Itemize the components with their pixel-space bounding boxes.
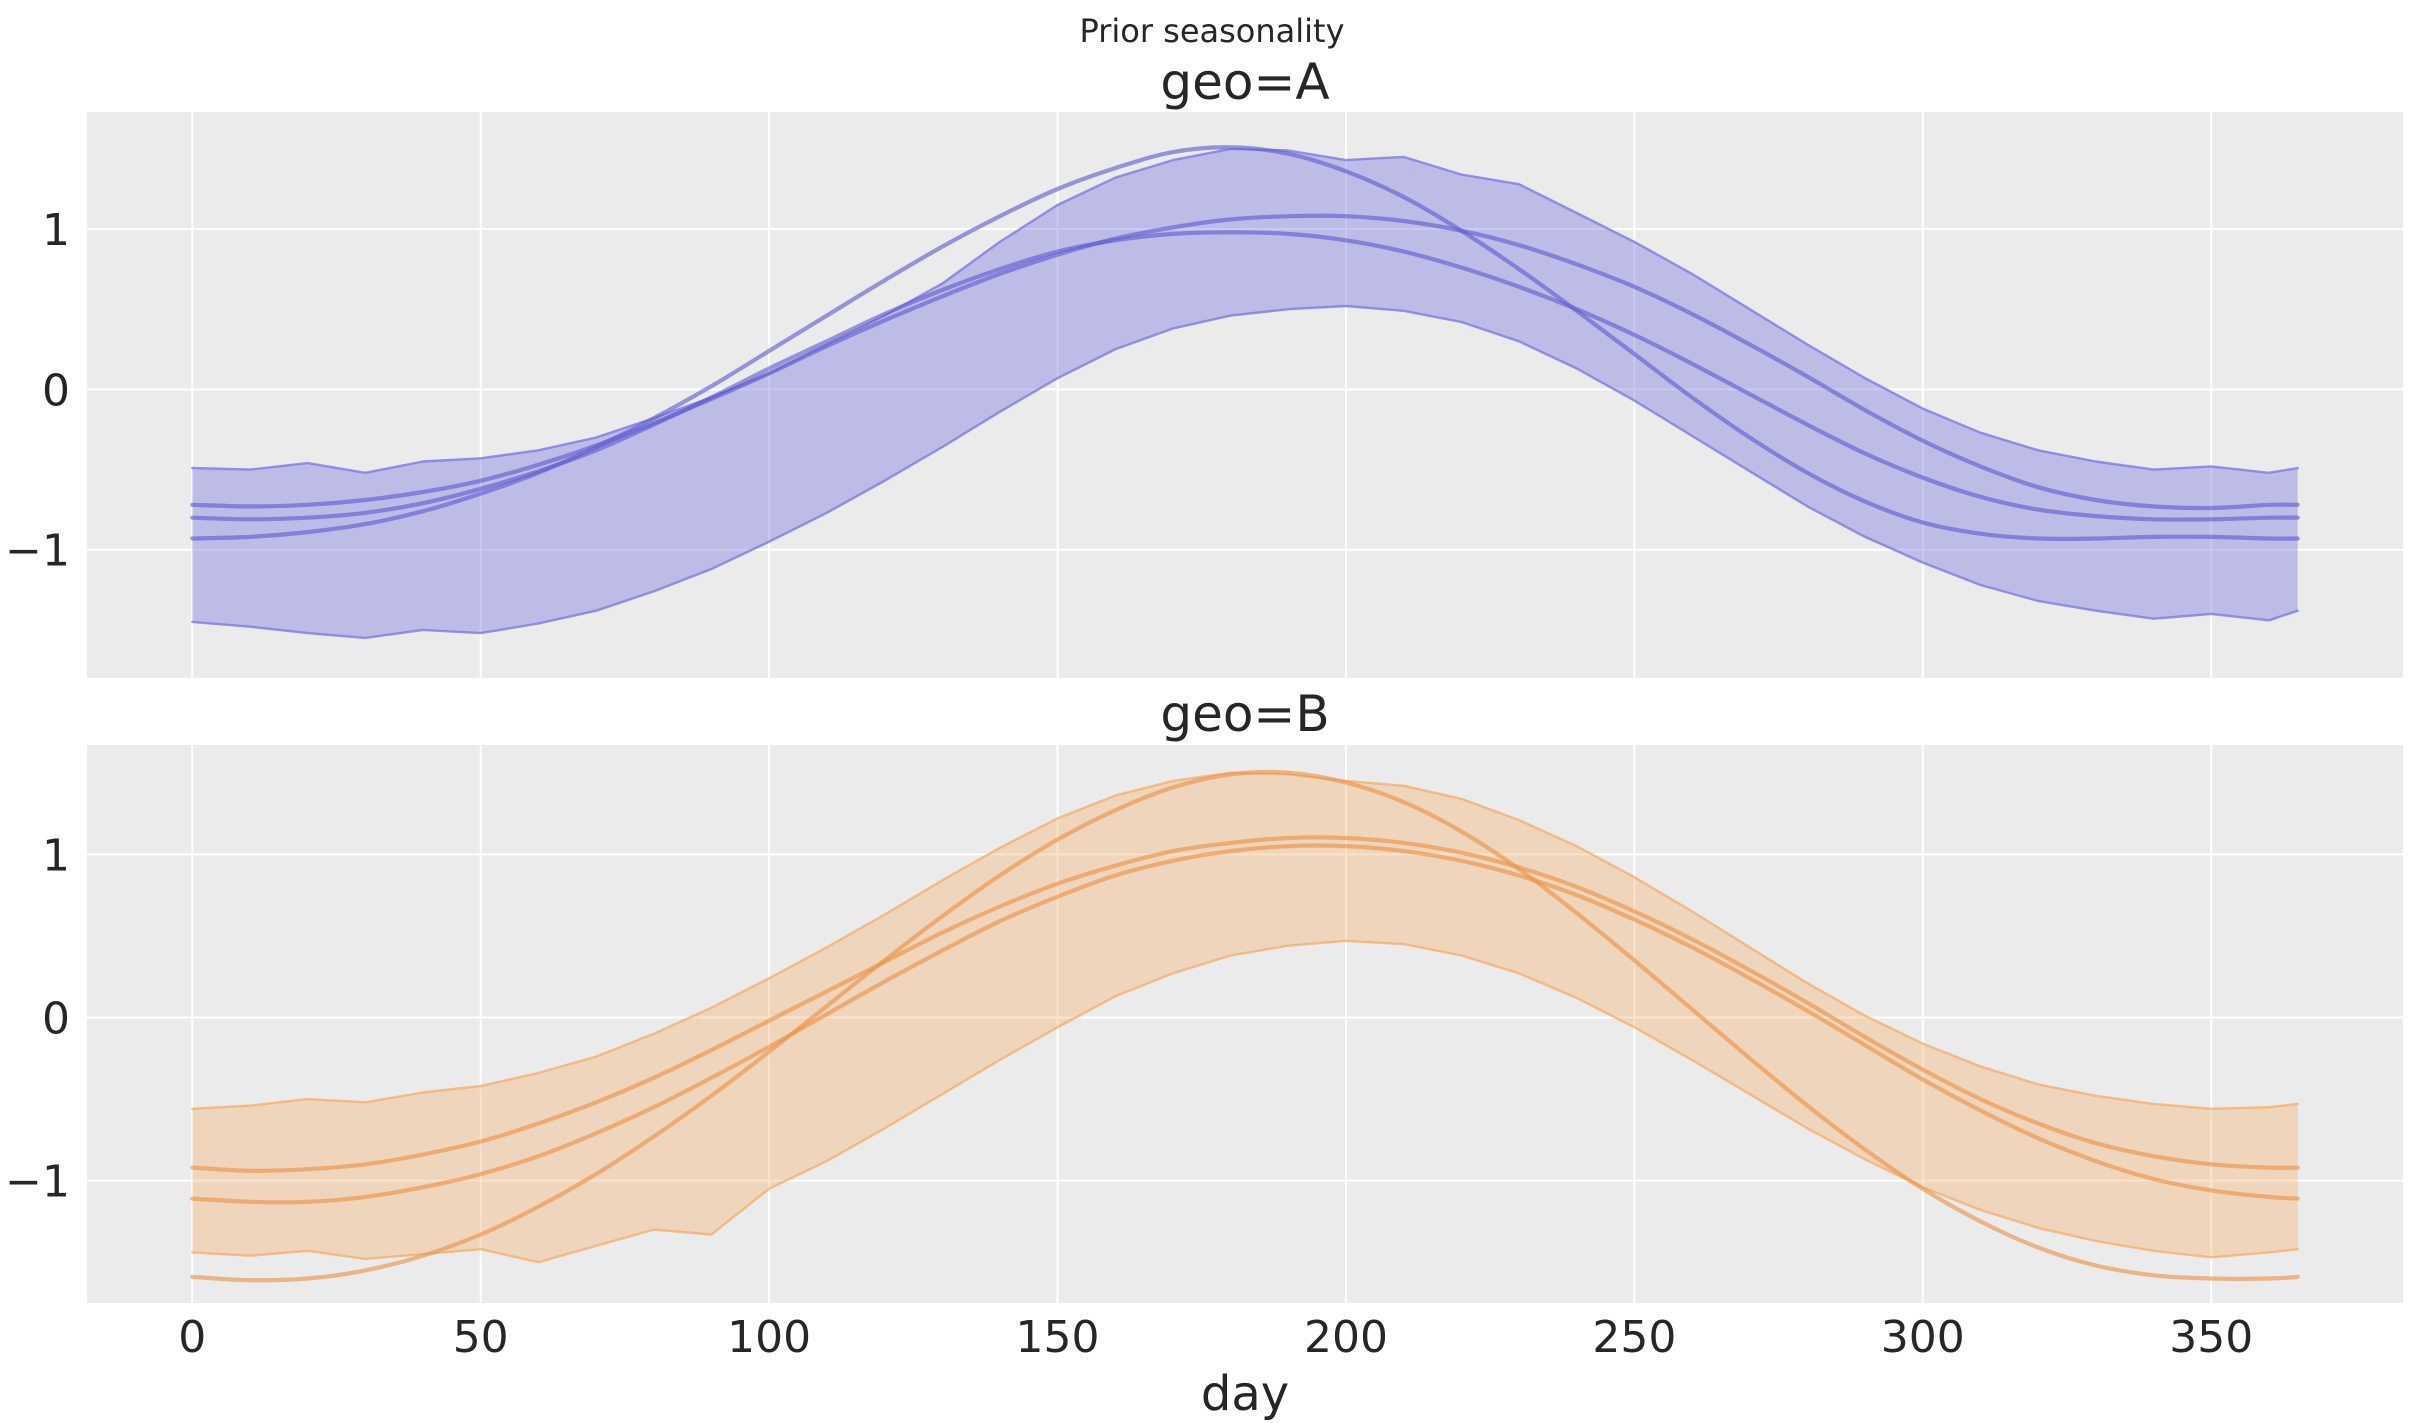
- subplot-a-title: geo=A: [1160, 53, 1329, 111]
- axis-tick-labels: 1 0 −1 1 0 −1 0 50 100 150 200 250 300 350: [5, 205, 2253, 1363]
- prior-credible-band-geo-b: [192, 772, 2298, 1263]
- figure-suptitle: Prior seasonality: [1079, 12, 1344, 50]
- x-tick-label: 350: [2169, 1312, 2253, 1363]
- band-lower-edge-geo-b: [191, 939, 2299, 1264]
- axes-background-geo-a: [87, 112, 2403, 678]
- x-tick-label: 150: [1016, 1312, 1100, 1363]
- x-tick-label: 300: [1881, 1312, 1965, 1363]
- x-tick-label: 0: [178, 1312, 206, 1363]
- x-axis-label: day: [1201, 1366, 1289, 1422]
- y-tick-label-geo-a: 0: [42, 365, 70, 416]
- y-tick-label-geo-a: 1: [42, 205, 70, 256]
- y-tick-label-geo-b: 1: [42, 830, 70, 881]
- y-tick-label-geo-a: −1: [5, 526, 70, 577]
- subplot-b-title: geo=B: [1160, 685, 1329, 743]
- x-tick-label: 200: [1304, 1312, 1388, 1363]
- prior-sample-line-3-geo-a: [190, 230, 2300, 522]
- x-tick-label: 50: [453, 1312, 509, 1363]
- x-tick-label: 100: [727, 1312, 811, 1363]
- prior-credible-band-geo-a: [192, 148, 2298, 638]
- band-lower-edge-geo-a: [191, 304, 2299, 640]
- prior-sample-line-2-geo-b: [190, 835, 2300, 1173]
- prior-sample-line-1-geo-b: [190, 769, 2300, 1283]
- y-tick-label-geo-b: 0: [42, 993, 70, 1044]
- prior-sample-line-2-geo-a: [190, 213, 2300, 511]
- axes-background-geo-b: [87, 745, 2403, 1303]
- y-tick-label-geo-b: −1: [5, 1157, 70, 1208]
- prior-sample-line-3-geo-b: [190, 843, 2300, 1205]
- x-tick-label: 250: [1592, 1312, 1676, 1363]
- subplot-geo-a-plot: [87, 112, 2403, 678]
- subplot-geo-b-plot: [87, 745, 2403, 1303]
